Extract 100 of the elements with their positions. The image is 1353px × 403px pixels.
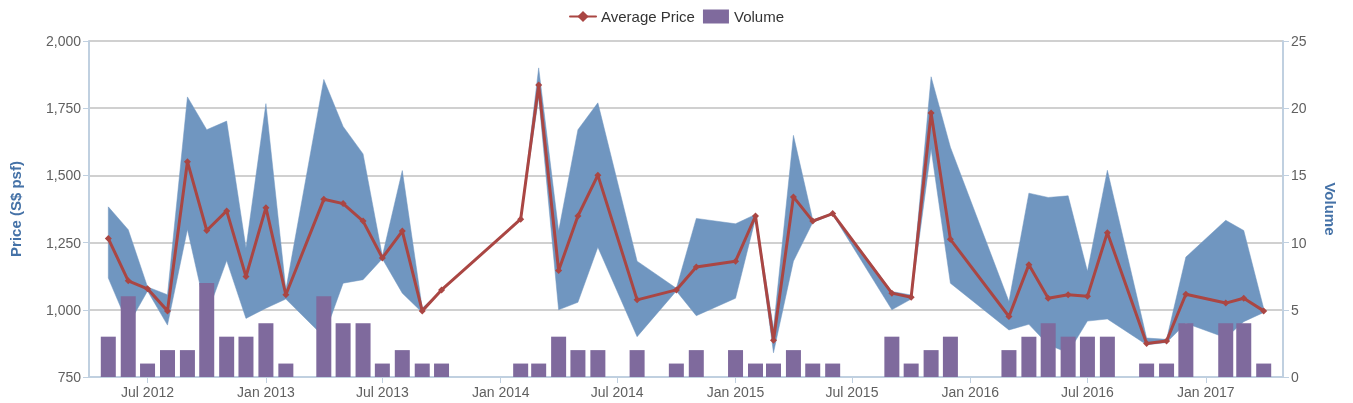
x-tick-label: Jul 2014 [590, 384, 644, 400]
bar [551, 336, 567, 377]
x-tick-label: Jan 2015 [706, 384, 765, 400]
bar [765, 363, 781, 377]
point [517, 215, 525, 223]
point [1240, 294, 1248, 302]
bar [100, 336, 116, 377]
bar [1099, 336, 1115, 377]
bar [1001, 350, 1017, 377]
point [104, 235, 112, 243]
bar [159, 350, 175, 377]
bar [140, 363, 156, 377]
point [809, 217, 817, 225]
bar [903, 363, 919, 377]
x-tick-label: Jul 2016 [1060, 384, 1115, 400]
bar [258, 323, 274, 377]
bar [355, 323, 371, 377]
x-tick-label: Jul 2012 [121, 384, 175, 400]
y-tick-label: 750 [57, 369, 82, 385]
bar [394, 350, 410, 377]
point [144, 285, 152, 293]
bar [688, 350, 704, 377]
y2-axis-title: Volume [1322, 182, 1339, 236]
point [829, 210, 837, 218]
bar [942, 336, 958, 377]
point [732, 257, 740, 265]
point [1222, 299, 1230, 307]
point [1260, 307, 1268, 315]
bar [1218, 323, 1234, 377]
y2-tick-label: 0 [1291, 369, 1299, 385]
y-axis-title: Price (S$ psf) [7, 161, 24, 257]
legend-label: Average Price [601, 8, 695, 25]
bar [1040, 323, 1056, 377]
bar [629, 350, 645, 377]
bar [199, 282, 215, 377]
point [1163, 337, 1171, 345]
bar [1021, 336, 1037, 377]
point [633, 296, 641, 304]
x-tick-label: Jul 2013 [355, 384, 410, 400]
bar [434, 363, 450, 377]
bar [884, 336, 900, 377]
bar [668, 363, 684, 377]
bar [374, 363, 390, 377]
y-tick-label: 2,000 [45, 33, 82, 49]
bar [570, 350, 586, 377]
point [1143, 339, 1151, 347]
x-tick-label: Jan 2013 [237, 384, 295, 400]
y-tick-label: 1,500 [45, 167, 82, 184]
point [555, 267, 563, 275]
point [692, 263, 700, 271]
y2-tick-label: 20 [1291, 100, 1307, 117]
bar [1060, 336, 1076, 377]
point [438, 286, 446, 294]
x-tick-label: Jul 2015 [825, 384, 879, 400]
point [1182, 290, 1190, 298]
point [946, 235, 954, 243]
x-tick-label: Jan 2017 [1177, 384, 1235, 400]
bar [238, 336, 254, 377]
bar [1079, 336, 1095, 377]
bar [1139, 363, 1155, 377]
y-tick-label: 1,750 [45, 100, 82, 117]
point [320, 195, 328, 203]
x-tick-label: Jan 2016 [941, 384, 1000, 400]
y-tick-label: 1,250 [45, 234, 82, 251]
point [1044, 294, 1052, 302]
bar [316, 296, 332, 377]
point [223, 207, 231, 215]
bar [1159, 363, 1175, 377]
y-tick-label: 1,000 [45, 301, 82, 318]
bar [805, 363, 821, 377]
bar [219, 336, 235, 377]
bar [785, 350, 801, 377]
bar [414, 363, 430, 377]
y2-tick-label: 5 [1291, 301, 1299, 318]
bar [1236, 323, 1252, 377]
y2-tick-label: 25 [1291, 33, 1307, 49]
bar [531, 363, 547, 377]
bar [825, 363, 841, 377]
bar [1256, 363, 1272, 377]
bar [513, 363, 529, 377]
bar [1178, 323, 1194, 377]
point [378, 254, 386, 262]
point [203, 227, 211, 234]
bar [179, 350, 195, 377]
bar [728, 350, 744, 377]
bar [747, 363, 763, 377]
point [339, 200, 347, 208]
point [672, 286, 680, 294]
bar [590, 350, 606, 377]
x-tick-label: Jan 2014 [471, 384, 530, 400]
y2-tick-label: 15 [1291, 167, 1307, 184]
point [574, 212, 582, 220]
bar [120, 296, 136, 377]
point [359, 217, 367, 225]
bar [335, 323, 351, 377]
bar [923, 350, 939, 377]
y2-tick-label: 10 [1291, 234, 1307, 251]
point [1064, 291, 1072, 299]
point [124, 277, 132, 285]
bar [278, 363, 294, 377]
